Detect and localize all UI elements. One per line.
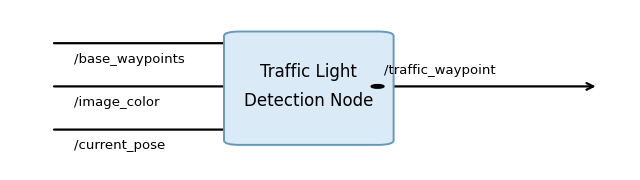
Text: /base_waypoints: /base_waypoints bbox=[74, 53, 184, 66]
Circle shape bbox=[371, 85, 384, 88]
Text: /image_color: /image_color bbox=[74, 96, 159, 109]
Text: Detection Node: Detection Node bbox=[244, 92, 374, 110]
Text: Traffic Light: Traffic Light bbox=[260, 63, 357, 81]
FancyBboxPatch shape bbox=[224, 31, 394, 145]
Text: /traffic_waypoint: /traffic_waypoint bbox=[384, 64, 495, 77]
Text: /current_pose: /current_pose bbox=[74, 140, 165, 152]
